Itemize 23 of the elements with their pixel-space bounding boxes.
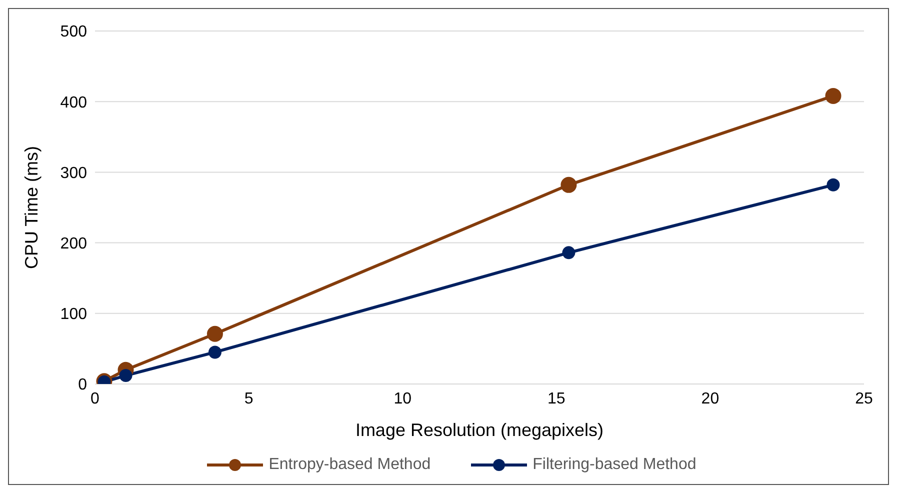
- legend-label: Entropy-based Method: [268, 456, 431, 474]
- y-tick-label: 100: [60, 306, 88, 324]
- y-tick-label: 300: [60, 164, 88, 182]
- point: [208, 346, 222, 359]
- y-tick-label: 400: [60, 94, 88, 112]
- x-tick-label: 5: [244, 390, 254, 408]
- legend-label: Filtering-based Method: [532, 456, 696, 474]
- y-tick-label: 200: [60, 235, 88, 252]
- point: [119, 369, 132, 382]
- x-tick-label: 0: [90, 390, 100, 408]
- point: [560, 176, 577, 193]
- point: [826, 178, 840, 192]
- x-axis-title: Image Resolution (megapixels): [355, 420, 604, 440]
- point: [562, 246, 576, 260]
- y-tick-label: 0: [78, 376, 88, 394]
- point: [825, 88, 842, 104]
- x-tick-label: 20: [701, 390, 720, 408]
- x-tick-label: 15: [548, 390, 566, 408]
- point: [206, 326, 223, 342]
- x-tick-label: 10: [394, 390, 412, 408]
- y-axis-title: CPU Time (ms): [21, 146, 42, 269]
- x-tick-label: 25: [855, 390, 873, 408]
- y-tick-label: 500: [60, 24, 88, 41]
